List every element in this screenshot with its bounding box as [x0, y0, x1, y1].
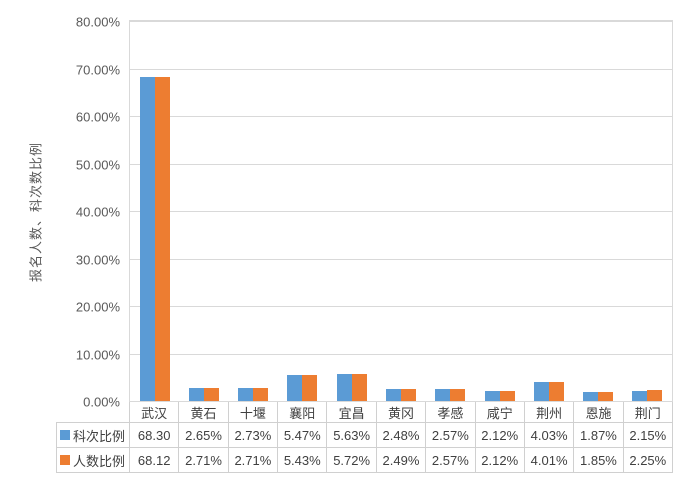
value-cell-科次比例-十堰: 2.73%: [228, 423, 279, 448]
y-tick-label: 50.00%: [75, 157, 120, 172]
value-cell-人数比例-黄石: 2.71%: [179, 448, 229, 473]
value-cell-人数比例-荆门: 2.25%: [623, 448, 673, 473]
value-cell-人数比例-咸宁: 2.12%: [475, 448, 525, 473]
y-tick-label: 40.00%: [75, 204, 120, 220]
legend-label: 科次比例: [73, 428, 126, 444]
bar-人数比例-孝感: [450, 388, 466, 401]
data-table-body: 科次比例 68.30 2.65% 2.73% 5.47% 5.63% 2.48% 2.57% 2…: [56, 422, 673, 473]
gridline: [130, 211, 672, 212]
value-cell-科次比例-咸宁: 2.12%: [475, 423, 525, 448]
plot-area: [129, 20, 673, 402]
bar-人数比例-襄阳: [302, 375, 318, 401]
value-cell-人数比例-恩施: 1.85%: [574, 448, 624, 473]
value-cell-科次比例-孝感: 2.57%: [426, 423, 476, 448]
value-cell-科次比例-恩施: 1.87%: [574, 423, 624, 448]
bar-科次比例-襄阳: [287, 375, 303, 401]
category-label-恩施: 恩施: [574, 402, 624, 423]
value-cell-科次比例-襄阳: 5.47%: [278, 423, 328, 448]
gridline: [130, 306, 672, 307]
value-cell-科次比例-荆门: 2.15%: [623, 423, 673, 448]
bar-科次比例-孝感: [435, 388, 451, 401]
value-cell-科次比例-荆州: 4.03%: [524, 423, 575, 448]
bar-科次比例-黄石: [188, 388, 204, 401]
bar-人数比例-荆州: [548, 382, 564, 401]
bar-科次比例-黄冈: [386, 389, 401, 401]
y-tick-label: 30.00%: [75, 252, 120, 267]
bar-人数比例-宜昌: [351, 373, 367, 401]
legend-label: 人数比例: [73, 453, 126, 469]
gridline: [130, 21, 672, 22]
legend-cell-人数比例: 人数比例: [57, 448, 130, 473]
value-cell-科次比例-武汉: 68.30: [130, 423, 180, 448]
bar-人数比例-十堰: [253, 388, 269, 401]
legend-cell-科次比例: 科次比例: [57, 423, 130, 448]
value-cell-人数比例-宜昌: 5.72%: [327, 448, 377, 473]
value-cell-人数比例-武汉: 68.12: [130, 448, 180, 473]
bar-科次比例-荆州: [533, 381, 549, 401]
y-tick-label: 20.00%: [75, 299, 120, 315]
bar-科次比例-恩施: [583, 392, 599, 401]
legend-key-icon: [60, 455, 70, 465]
value-cell-科次比例-黄冈: 2.48%: [376, 423, 427, 448]
category-label-十堰: 十堰: [229, 402, 279, 423]
value-cell-人数比例-十堰: 2.71%: [228, 448, 279, 473]
category-label-武汉: 武汉: [130, 402, 180, 423]
bar-人数比例-黄冈: [401, 389, 416, 401]
gridline: [130, 353, 672, 355]
bar-科次比例-咸宁: [484, 390, 500, 401]
gridline: [130, 258, 672, 260]
y-tick-label: 60.00%: [75, 109, 120, 125]
bar-科次比例-宜昌: [336, 374, 352, 401]
category-label-荆州: 荆州: [525, 402, 575, 423]
category-axis-header-row: 武汉 黄石 十堰 襄阳 宜昌 黄冈 孝感 咸宁 荆州 恩施 荆门: [129, 402, 673, 423]
category-label-黄冈: 黄冈: [377, 402, 427, 423]
value-cell-人数比例-荆州: 4.01%: [524, 448, 575, 473]
bar-人数比例-武汉: [154, 77, 170, 401]
y-tick-label: 80.00%: [75, 14, 120, 30]
gridline: [130, 68, 672, 70]
bar-人数比例-恩施: [598, 392, 614, 401]
gridline: [130, 163, 672, 165]
category-label-孝感: 孝感: [426, 402, 476, 423]
y-tick-label: 70.00%: [75, 62, 120, 77]
legend-key-icon: [60, 430, 70, 440]
category-label-襄阳: 襄阳: [278, 402, 328, 423]
value-cell-科次比例-黄石: 2.65%: [179, 423, 229, 448]
bar-人数比例-荆门: [647, 390, 663, 401]
value-cell-人数比例-黄冈: 2.49%: [376, 448, 427, 473]
bar-科次比例-武汉: [139, 76, 155, 401]
bar-人数比例-咸宁: [499, 390, 515, 401]
value-cell-科次比例-宜昌: 5.63%: [327, 423, 377, 448]
category-label-宜昌: 宜昌: [327, 402, 377, 423]
category-label-黄石: 黄石: [179, 402, 229, 423]
category-label-荆门: 荆门: [624, 402, 673, 423]
bar-科次比例-十堰: [238, 388, 254, 401]
bar-科次比例-荆门: [632, 390, 648, 401]
y-tick-label: 10.00%: [75, 347, 120, 362]
bar-人数比例-黄石: [203, 388, 219, 401]
value-cell-人数比例-襄阳: 5.43%: [278, 448, 328, 473]
y-tick-label: 0.00%: [83, 394, 120, 410]
gridline: [130, 116, 672, 117]
category-label-咸宁: 咸宁: [476, 402, 525, 423]
value-cell-人数比例-孝感: 2.57%: [426, 448, 476, 473]
